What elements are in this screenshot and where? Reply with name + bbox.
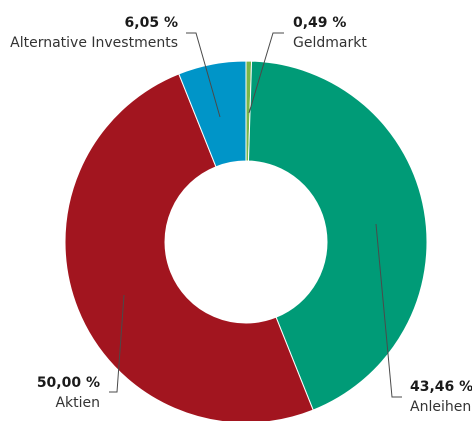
leader-line-aktien xyxy=(109,294,125,393)
slice-anleihen xyxy=(247,60,428,411)
label-category-alternative-investments: Alternative Investments xyxy=(10,35,178,51)
label-category-geldmarkt: Geldmarkt xyxy=(293,35,367,51)
slice-alternative-investments xyxy=(178,60,247,168)
slices-group xyxy=(64,60,428,421)
slice-aktien xyxy=(64,73,314,421)
label-value-geldmarkt: 0,49 % xyxy=(293,15,346,31)
leader-line-alternative xyxy=(186,32,221,118)
label-category-aktien: Aktien xyxy=(55,395,100,411)
label-value-alternative-investments: 6,05 % xyxy=(125,15,178,31)
label-category-anleihen: Anleihen xyxy=(410,399,471,415)
leader-line-geldmarkt xyxy=(248,32,284,114)
label-value-anleihen: 43,46 % xyxy=(410,379,472,395)
leader-line-anleihen xyxy=(375,223,402,398)
label-value-aktien: 50,00 % xyxy=(37,375,100,391)
